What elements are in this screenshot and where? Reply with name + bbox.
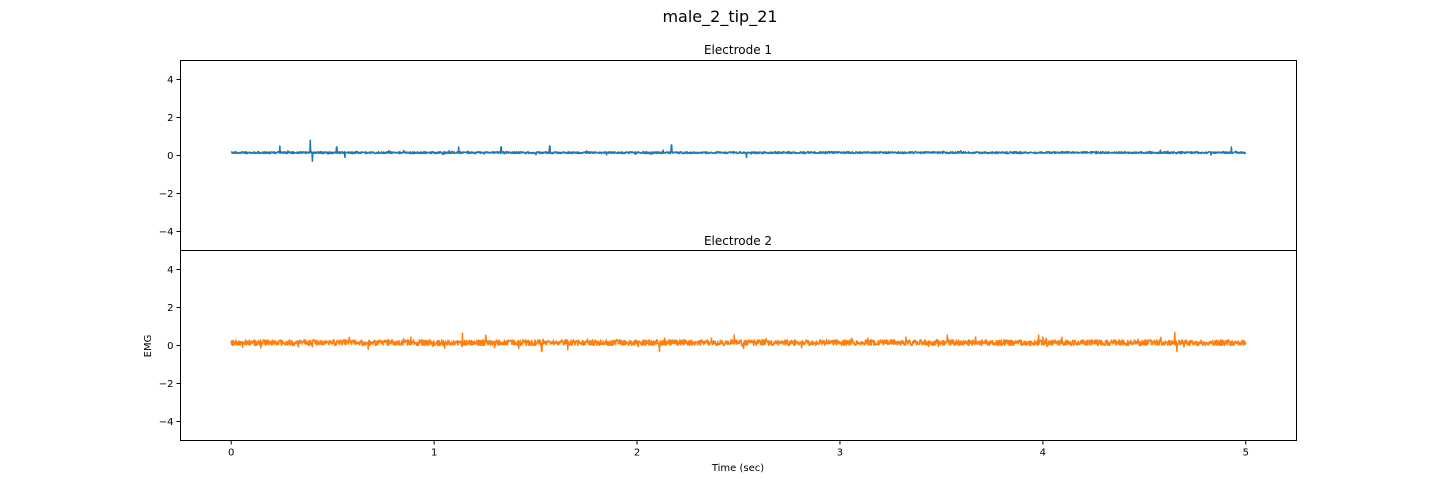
y-tick-label: 0: [167, 151, 173, 162]
y-axis-label: EMG: [143, 335, 154, 358]
y-tick-label: 4: [167, 265, 173, 276]
series-line: [230, 139, 1247, 162]
y-tick-label: 4: [167, 75, 173, 86]
x-tick-label: 4: [1040, 448, 1046, 459]
axes-electrode-1: Electrode 1 −4 −2 0 2 4: [159, 43, 1297, 251]
electrode-1-lines: [230, 139, 1247, 162]
y-tick-label: 2: [167, 113, 173, 124]
x-tick-label: 5: [1243, 448, 1249, 459]
y-tick-label: 2: [167, 303, 173, 314]
y-tick-label: −2: [159, 379, 174, 390]
x-tick-label: 0: [228, 448, 234, 459]
axes-title-electrode-2: Electrode 2: [704, 234, 772, 248]
axes-electrode-2: Electrode 2 −4 −2 0 2 4 0 1 2 3 4 5 Time (sec) EMG: [143, 234, 1297, 474]
series-line: [230, 331, 1247, 352]
axes-title-electrode-1: Electrode 1: [704, 43, 772, 57]
y-tick-label: 0: [167, 341, 173, 352]
y-tick-label: −4: [159, 227, 174, 238]
x-axis-label: Time (sec): [711, 463, 764, 474]
figure-title: male_2_tip_21: [662, 7, 777, 27]
electrode-2-ticks: −4 −2 0 2 4 0 1 2 3 4 5: [159, 265, 1249, 459]
x-tick-label: 3: [837, 448, 843, 459]
x-tick-label: 2: [634, 448, 640, 459]
electrode-2-lines: [230, 331, 1247, 352]
y-tick-label: −2: [159, 189, 174, 200]
electrode-1-frame: [180, 60, 1297, 251]
y-tick-label: −4: [159, 417, 174, 428]
electrode-2-frame: [180, 250, 1297, 441]
electrode-1-ticks: −4 −2 0 2 4: [159, 75, 181, 238]
x-tick-label: 1: [431, 448, 437, 459]
